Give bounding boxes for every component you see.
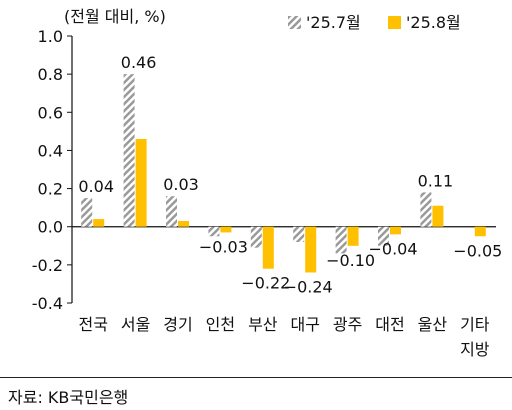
y-tick-label: 0.4: [38, 141, 63, 160]
data-label-aug: 0.11: [418, 171, 454, 190]
legend-label-jul: '25.7월: [306, 13, 361, 32]
legend-swatch-jul: [288, 16, 301, 29]
bar-aug: [305, 226, 317, 273]
data-label-aug: −0.24: [284, 277, 333, 296]
category-label: 전국: [78, 315, 107, 334]
category-label: 대전: [375, 315, 404, 334]
bar-aug: [347, 226, 359, 246]
footer-rule: [0, 377, 512, 378]
bar-jul: [250, 226, 262, 248]
legend-label-aug: '25.8월: [406, 13, 461, 32]
y-tick-label: -0.4: [32, 294, 63, 313]
bar-jul: [208, 226, 220, 237]
bar-jul: [335, 226, 347, 254]
y-tick-label: 0.8: [38, 65, 63, 84]
y-tick-label: -0.2: [32, 256, 63, 275]
bar-jul: [166, 196, 177, 227]
category-label: 경기: [163, 315, 192, 334]
bar-aug: [178, 220, 189, 227]
y-tick-label: 0.6: [38, 103, 63, 122]
y-tick-label: 0.0: [38, 218, 63, 237]
bar-aug: [262, 226, 274, 269]
bar-aug: [93, 219, 105, 227]
category-label: 광주: [333, 315, 362, 334]
bar-jul: [81, 198, 93, 227]
bar-jul: [420, 192, 432, 227]
bar-jul: [293, 226, 305, 242]
legend-swatch-aug: [388, 16, 401, 29]
bar-aug: [390, 226, 401, 235]
bar-chart: (전월 대비, %) '25.7월 '25.8월 1.0 0.8 0.6 0.4 0.2…: [32, 7, 503, 359]
bar-aug: [432, 205, 444, 227]
data-label-aug: 0.04: [78, 177, 114, 196]
data-label-aug: 0.46: [121, 53, 157, 72]
data-label-aug: −0.04: [368, 239, 417, 258]
bar-jul: [378, 226, 389, 246]
bar-jul: [123, 74, 135, 227]
unit-label: (전월 대비, %): [64, 7, 166, 26]
y-tick-label: 1.0: [38, 27, 63, 46]
data-label-aug: −0.10: [326, 251, 375, 270]
data-label-aug: −0.22: [241, 274, 290, 293]
category-label: 울산: [418, 315, 448, 334]
category-label: 서울: [121, 315, 150, 334]
legend: '25.7월 '25.8월: [288, 13, 461, 32]
data-label-aug: 0.03: [163, 175, 199, 194]
data-label-aug: −0.05: [453, 241, 502, 260]
category-label: 대구: [290, 315, 319, 334]
category-label: 지방: [460, 340, 490, 359]
category-label: 기타: [460, 315, 490, 334]
bar-aug: [220, 226, 232, 233]
data-label-aug: −0.03: [199, 237, 248, 256]
bar-aug: [474, 226, 486, 237]
y-tick-label: 0.2: [38, 180, 63, 199]
category-label: 인천: [206, 315, 235, 334]
source-note: 자료: KB국민은행: [8, 388, 129, 407]
bar-aug: [135, 138, 147, 227]
category-label: 부산: [248, 315, 278, 334]
